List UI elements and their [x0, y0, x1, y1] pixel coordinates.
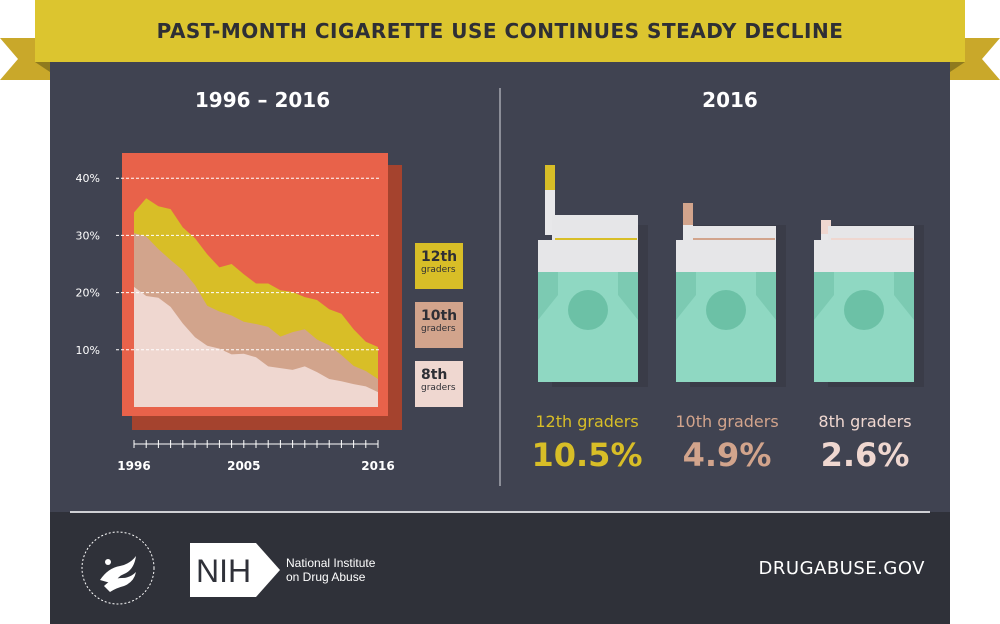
pack-12th-graders [538, 165, 648, 387]
pack-10th-graders [676, 203, 786, 387]
ribbon-right-fold [950, 62, 965, 72]
pack-label-12th: 12th graders [535, 412, 639, 431]
y-tick-label: 40% [76, 172, 100, 185]
legend-word: graders [421, 383, 456, 393]
legend-word: graders [421, 265, 456, 275]
pack-8th-graders [814, 220, 924, 387]
cigarette-12th [545, 165, 555, 235]
footer-divider [70, 511, 930, 513]
legend-item-8th: 8th graders [415, 361, 463, 407]
legend-item-12th: 12th graders [415, 243, 463, 289]
x-tick-label: 2016 [361, 459, 394, 473]
legend-item-10th: 10th graders [415, 302, 463, 348]
x-tick-label: 2005 [227, 459, 260, 473]
hhs-seal-logo [81, 531, 155, 605]
page-title: PAST-MONTH CIGARETTE USE CONTINUES STEAD… [156, 19, 844, 43]
panel-divider [499, 88, 501, 486]
legend-grade: 8th [421, 367, 448, 383]
pack-value-8th: 2.6% [820, 436, 910, 474]
agency-line-2: on Drug Abuse [286, 570, 366, 584]
nih-logo-text: NIH [196, 553, 251, 589]
x-tick-label: 1996 [117, 459, 150, 473]
packs-title: 2016 [702, 88, 758, 112]
legend-grade: 10th [421, 308, 458, 324]
legend-word: graders [421, 324, 456, 334]
nih-logo: NIH [190, 543, 280, 597]
chart-title: 1996 – 2016 [194, 88, 331, 112]
title-ribbon [0, 0, 1000, 80]
pack-value-10th: 4.9% [682, 436, 772, 474]
y-tick-label: 30% [76, 229, 100, 242]
website-link[interactable]: DRUGABUSE.GOV [758, 558, 925, 579]
pack-label-8th: 8th graders [818, 412, 912, 431]
agency-line-1: National Institute [286, 556, 376, 570]
legend-grade: 12th [421, 249, 458, 265]
y-tick-label: 10% [76, 344, 100, 357]
y-tick-label: 20% [76, 287, 100, 300]
area-series-3 [134, 286, 378, 407]
ribbon-left-fold [35, 62, 50, 72]
pack-label-10th: 10th graders [675, 412, 779, 431]
agency-name: National Institute on Drug Abuse [286, 556, 396, 584]
pack-value-12th: 10.5% [531, 436, 643, 474]
ribbon-band [35, 0, 965, 62]
